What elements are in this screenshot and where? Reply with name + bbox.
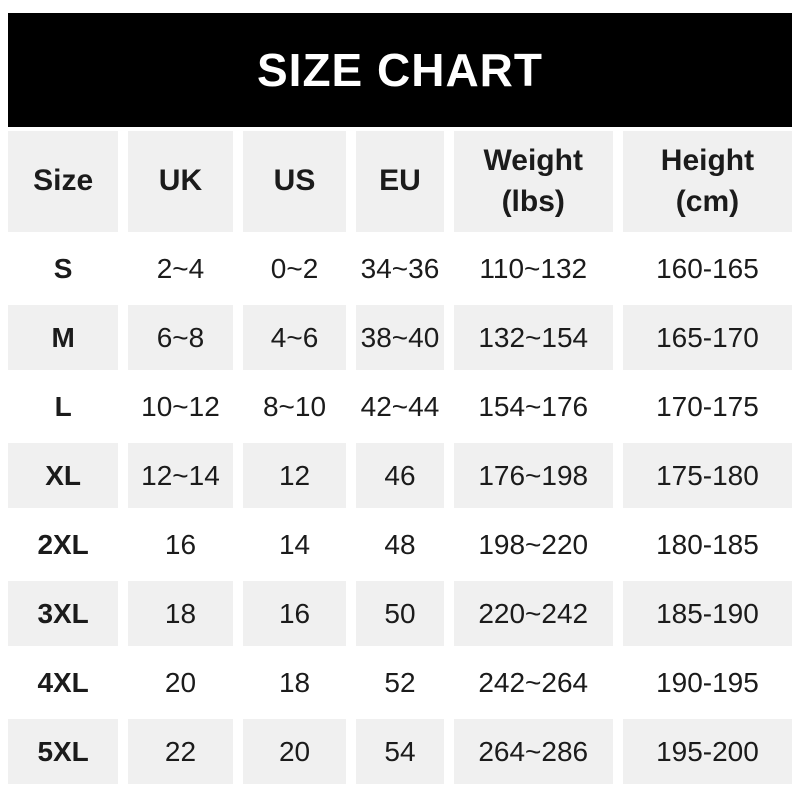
cell-us: 14 [237, 508, 357, 579]
cell-uk: 20 [123, 646, 243, 717]
cell-height: 180-185 [617, 508, 792, 579]
cell-height: 160-165 [617, 232, 792, 303]
cell-size: 2XL [8, 508, 129, 579]
cell-size: L [8, 370, 129, 441]
cell-uk: 16 [123, 508, 243, 579]
cell-size: 3XL [8, 577, 129, 648]
cell-height: 185-190 [617, 577, 792, 648]
cell-us: 18 [237, 646, 357, 717]
cell-us: 0~2 [237, 232, 357, 303]
cell-uk: 12~14 [123, 439, 243, 510]
cell-eu: 54 [351, 715, 454, 784]
cell-eu: 52 [351, 646, 454, 717]
cell-us: 16 [237, 577, 357, 648]
page-title: SIZE CHART [257, 44, 543, 96]
cell-size: M [8, 301, 129, 372]
column-header-us: US [237, 127, 357, 234]
cell-weight: 154~176 [448, 370, 623, 441]
table-row: 5XL 22 20 54 264~286 195-200 [8, 715, 792, 784]
header-row: Size UK US EU Weight (lbs) Height (cm) [8, 127, 792, 234]
cell-us: 12 [237, 439, 357, 510]
cell-uk: 18 [123, 577, 243, 648]
cell-height: 195-200 [617, 715, 792, 784]
cell-eu: 42~44 [351, 370, 454, 441]
cell-us: 8~10 [237, 370, 357, 441]
size-chart-page: SIZE CHART Size UK US EU Weight (lbs) He… [8, 13, 792, 784]
cell-uk: 6~8 [123, 301, 243, 372]
column-header-uk: UK [123, 127, 243, 234]
cell-weight: 198~220 [448, 508, 623, 579]
cell-eu: 34~36 [351, 232, 454, 303]
cell-size: 4XL [8, 646, 129, 717]
cell-weight: 220~242 [448, 577, 623, 648]
size-chart-table: Size UK US EU Weight (lbs) Height (cm) S… [8, 127, 792, 784]
column-header-eu: EU [351, 127, 454, 234]
cell-uk: 10~12 [123, 370, 243, 441]
cell-eu: 48 [351, 508, 454, 579]
cell-weight: 264~286 [448, 715, 623, 784]
cell-height: 165-170 [617, 301, 792, 372]
cell-size: 5XL [8, 715, 129, 784]
table-row: S 2~4 0~2 34~36 110~132 160-165 [8, 232, 792, 303]
cell-us: 20 [237, 715, 357, 784]
column-header-height: Height (cm) [617, 127, 792, 234]
title-bar: SIZE CHART [8, 13, 792, 127]
cell-eu: 50 [351, 577, 454, 648]
cell-uk: 22 [123, 715, 243, 784]
cell-size: S [8, 232, 129, 303]
cell-uk: 2~4 [123, 232, 243, 303]
table-row: 3XL 18 16 50 220~242 185-190 [8, 577, 792, 648]
table-row: XL 12~14 12 46 176~198 175-180 [8, 439, 792, 510]
cell-height: 190-195 [617, 646, 792, 717]
cell-eu: 46 [351, 439, 454, 510]
cell-height: 175-180 [617, 439, 792, 510]
table-row: M 6~8 4~6 38~40 132~154 165-170 [8, 301, 792, 372]
cell-eu: 38~40 [351, 301, 454, 372]
column-header-weight: Weight (lbs) [448, 127, 623, 234]
table-row: L 10~12 8~10 42~44 154~176 170-175 [8, 370, 792, 441]
cell-weight: 132~154 [448, 301, 623, 372]
cell-us: 4~6 [237, 301, 357, 372]
cell-size: XL [8, 439, 129, 510]
cell-height: 170-175 [617, 370, 792, 441]
column-header-size: Size [8, 127, 129, 234]
table-row: 2XL 16 14 48 198~220 180-185 [8, 508, 792, 579]
cell-weight: 110~132 [448, 232, 623, 303]
cell-weight: 242~264 [448, 646, 623, 717]
table-row: 4XL 20 18 52 242~264 190-195 [8, 646, 792, 717]
cell-weight: 176~198 [448, 439, 623, 510]
